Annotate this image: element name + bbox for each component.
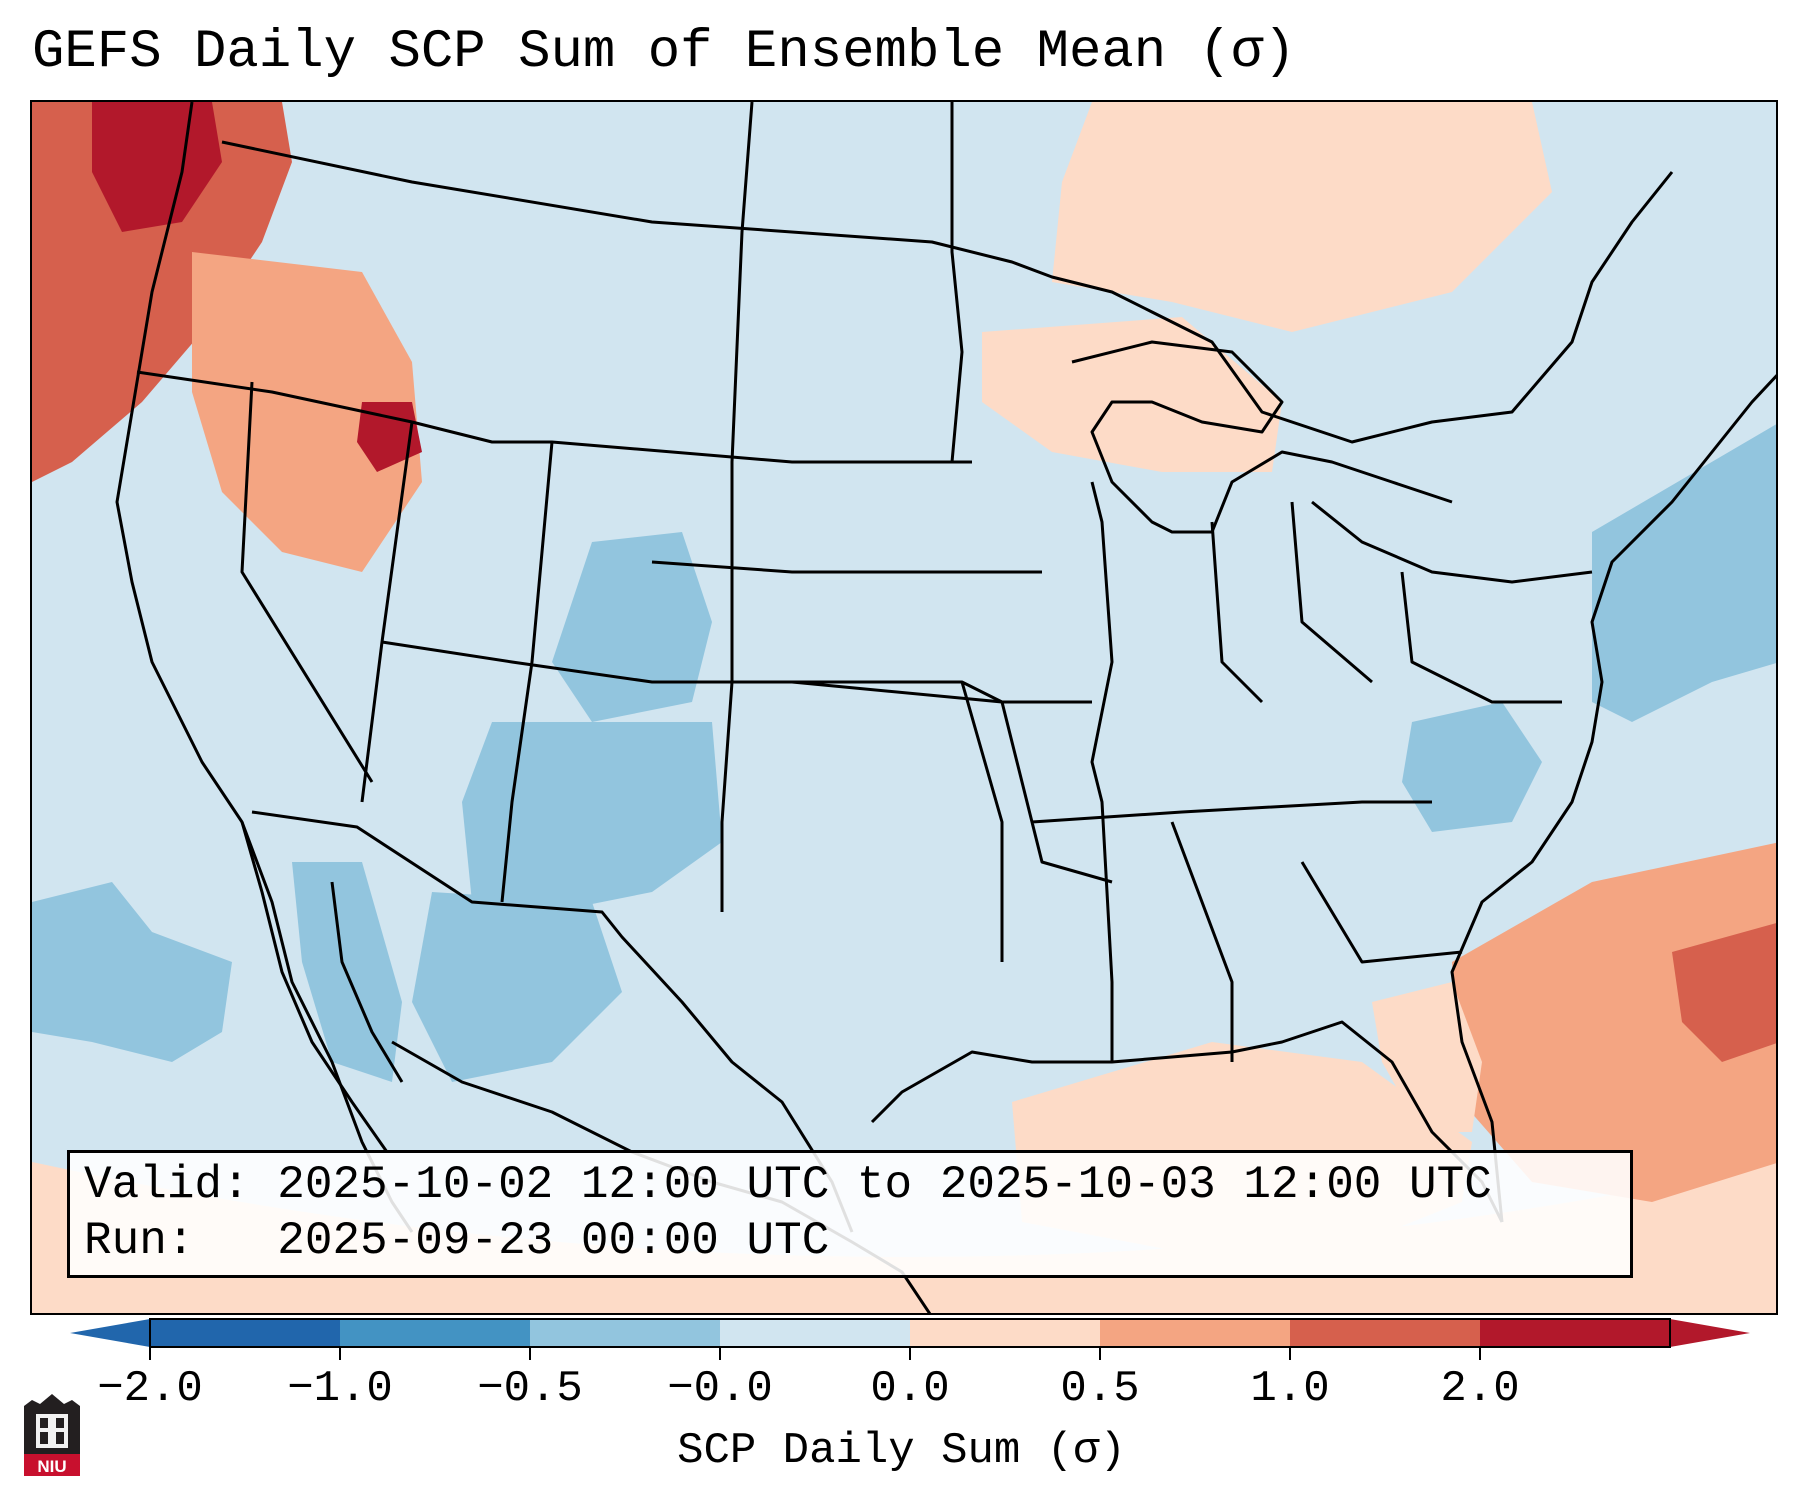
colorbar-bin bbox=[150, 1319, 341, 1347]
colorbar-tick-mark bbox=[1099, 1348, 1101, 1360]
baja-peninsula bbox=[240, 821, 404, 1153]
run-time-line: Run: 2025-09-23 00:00 UTC bbox=[84, 1215, 830, 1267]
colorbar-tick-label: 2.0 bbox=[1440, 1364, 1520, 1414]
colorbar-tick-mark bbox=[339, 1348, 341, 1360]
colorbar-tick-mark bbox=[529, 1348, 531, 1360]
valid-time-box: Valid: 2025-10-02 12:00 UTC to 2025-10-0… bbox=[67, 1150, 1633, 1278]
map-canvas bbox=[32, 102, 1776, 1313]
colorbar-tick-mark bbox=[1289, 1348, 1291, 1360]
colorbar-tick-label: −2.0 bbox=[97, 1364, 203, 1414]
area-great-lakes-light bbox=[982, 317, 1282, 472]
colorbar-tick-label: 0.5 bbox=[1060, 1364, 1140, 1414]
area-washington-max bbox=[92, 102, 222, 232]
area-mexico-low bbox=[412, 892, 622, 1082]
niu-logo-icon: NIU bbox=[24, 1394, 80, 1476]
colorbar-bin bbox=[1480, 1319, 1671, 1347]
colorbar-over-arrow bbox=[1670, 1319, 1750, 1347]
map-title: GEFS Daily SCP Sum of Ensemble Mean (σ) bbox=[32, 22, 1296, 83]
great-lakes bbox=[1071, 340, 1453, 534]
area-canada-north bbox=[1052, 102, 1552, 332]
colorbar-tick-label: 1.0 bbox=[1250, 1364, 1330, 1414]
area-virginia-low bbox=[1402, 702, 1542, 832]
colorbar-tick-label: −1.0 bbox=[287, 1364, 393, 1414]
colorbar-tick-mark bbox=[909, 1348, 911, 1360]
colorbar-tick-label: 0.0 bbox=[870, 1364, 950, 1414]
east-coastline bbox=[1450, 374, 1776, 1223]
colorbar-bin bbox=[910, 1319, 1101, 1347]
colorbar-bin bbox=[1100, 1319, 1291, 1347]
colorbar-bin bbox=[720, 1319, 911, 1347]
valid-time-line: Valid: 2025-10-02 12:00 UTC to 2025-10-0… bbox=[84, 1159, 1492, 1211]
west-coastline bbox=[115, 102, 414, 1233]
colorbar-under-arrow bbox=[70, 1319, 150, 1347]
colorbar-bin bbox=[530, 1319, 721, 1347]
state-line-west bbox=[136, 370, 1092, 903]
colorbar-bin bbox=[340, 1319, 531, 1347]
area-pacific-low bbox=[32, 882, 232, 1062]
area-northwest-moderate bbox=[192, 252, 422, 572]
area-atlantic-max bbox=[1672, 923, 1776, 1062]
map-panel bbox=[30, 100, 1778, 1315]
area-new-mexico-low bbox=[462, 722, 722, 912]
colorbar-bin bbox=[1290, 1319, 1481, 1347]
area-colorado-low bbox=[552, 532, 712, 722]
logo-text: NIU bbox=[37, 1457, 66, 1476]
colorbar-label: SCP Daily Sum (σ) bbox=[677, 1426, 1126, 1476]
colorbar-tick-mark bbox=[719, 1348, 721, 1360]
area-atlantic-low bbox=[1592, 424, 1776, 722]
area-pacific-northwest-high bbox=[32, 102, 292, 482]
us-mexico-border bbox=[251, 810, 854, 1233]
colorbar-outline bbox=[149, 1318, 1671, 1348]
colorbar-bins bbox=[150, 1319, 1671, 1347]
colorbar-tick-mark bbox=[1479, 1348, 1481, 1360]
colorbar-tick-label: −0.0 bbox=[667, 1364, 773, 1414]
colorbar-tick-label: −0.5 bbox=[477, 1364, 583, 1414]
colorbar bbox=[70, 1318, 1750, 1348]
area-florida-light bbox=[1372, 982, 1482, 1132]
state-line-east bbox=[1090, 481, 1593, 1062]
colorbar-tick-mark bbox=[149, 1348, 151, 1360]
us-canada-border bbox=[221, 140, 1674, 444]
area-atlantic-high bbox=[1452, 842, 1776, 1202]
state-line-central bbox=[651, 102, 1432, 962]
